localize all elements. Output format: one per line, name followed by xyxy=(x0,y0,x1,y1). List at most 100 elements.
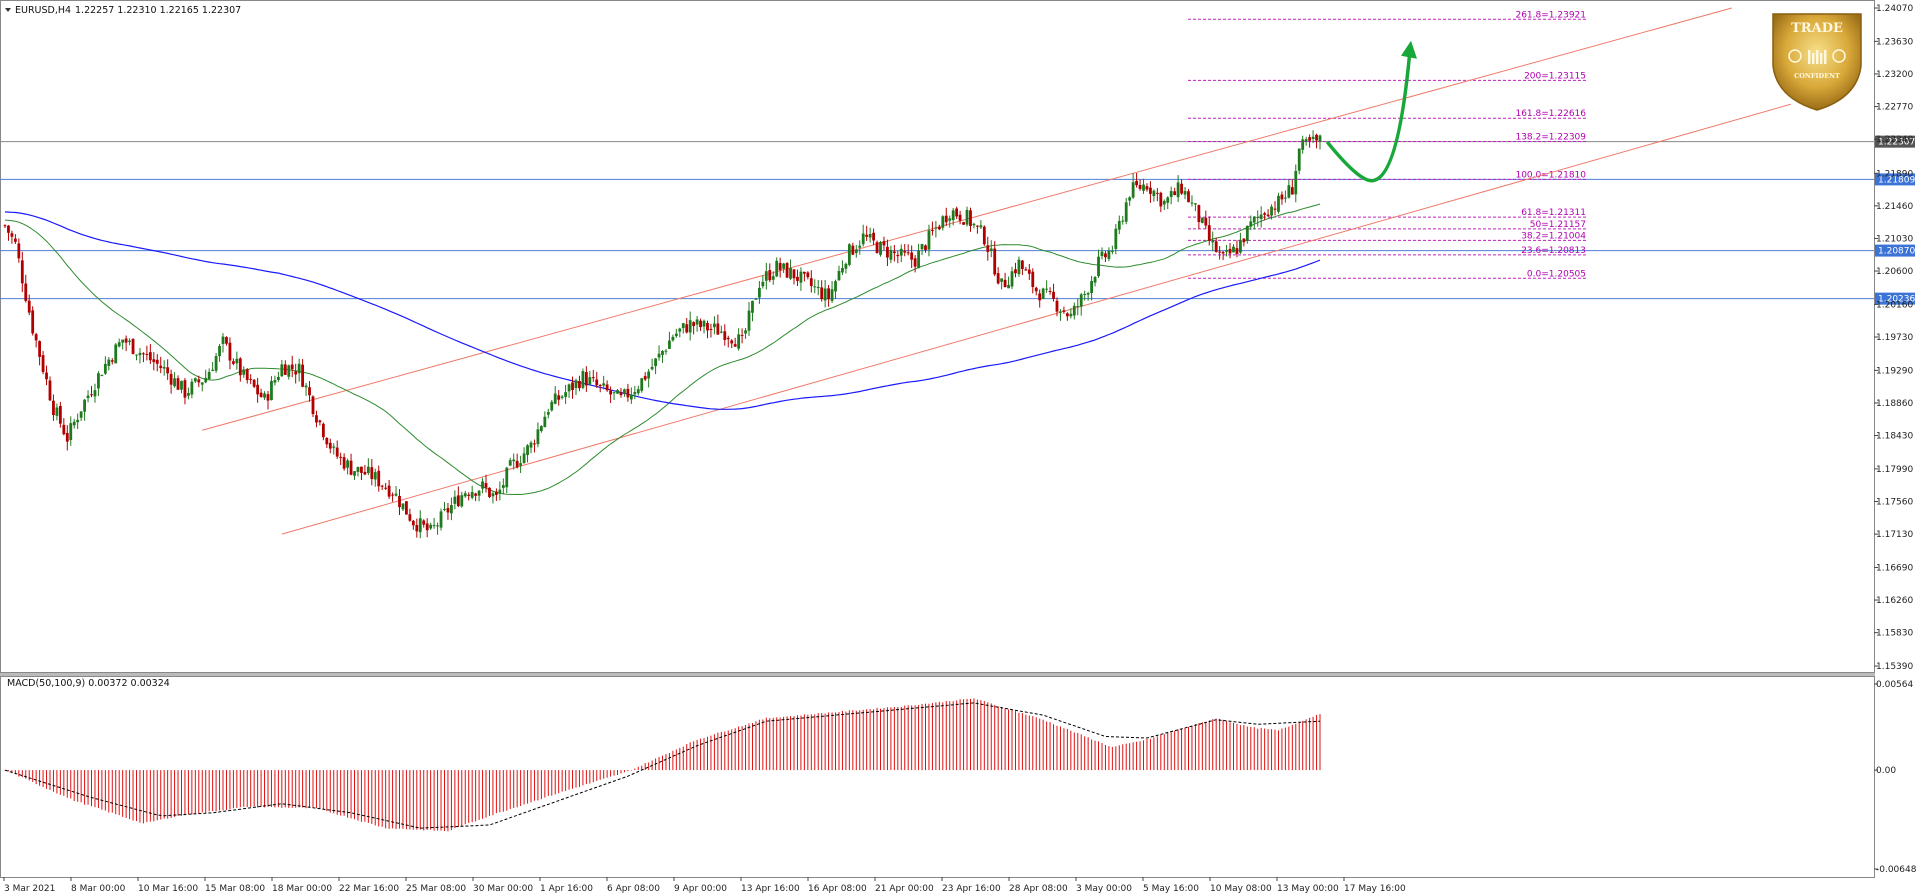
candle-bull xyxy=(128,340,131,342)
candle-bear xyxy=(716,323,720,335)
panel-divider xyxy=(0,673,1875,676)
candle-bull xyxy=(273,380,277,383)
candle-bear xyxy=(969,210,972,227)
candle-bear xyxy=(1052,291,1055,299)
candle-bull xyxy=(280,364,284,377)
candle-bull xyxy=(751,300,754,313)
candle-bull xyxy=(1128,197,1132,201)
candle-bear xyxy=(391,494,394,496)
candle-bull xyxy=(972,223,976,226)
candle-bull xyxy=(366,466,370,474)
candle-bull xyxy=(498,489,502,494)
price-tick-label: 1.18860 xyxy=(1876,399,1913,409)
candle-bull xyxy=(1093,277,1097,283)
fib-level-label: 261.8=1.23921 xyxy=(1515,10,1586,20)
candle-bull xyxy=(1124,202,1128,222)
candle-bull xyxy=(1083,293,1087,295)
candle-bull xyxy=(519,463,523,466)
candle-bull xyxy=(782,263,786,269)
candle-bull xyxy=(713,323,716,328)
time-tick-label: 3 May 00:00 xyxy=(1076,884,1132,894)
candle-bear xyxy=(1242,238,1246,243)
candle-bull xyxy=(719,331,723,333)
candle-bear xyxy=(238,358,242,376)
candle-bull xyxy=(681,323,685,329)
time-tick-label: 28 Apr 08:00 xyxy=(1009,884,1068,894)
candle-bull xyxy=(512,459,516,462)
candle-bull xyxy=(1200,217,1204,223)
candle-bull xyxy=(899,248,903,256)
candle-bull xyxy=(816,286,820,289)
candle-bear xyxy=(34,334,38,341)
candle-bull xyxy=(629,394,633,400)
candle-bull xyxy=(1041,288,1045,299)
main-plot-border xyxy=(0,0,1875,673)
candle-bull xyxy=(1007,284,1010,289)
candle-bull xyxy=(242,369,246,375)
candle-bull xyxy=(581,371,585,388)
candle-bear xyxy=(643,376,647,380)
price-tick-label: 1.15830 xyxy=(1876,629,1913,639)
candle-bear xyxy=(422,520,426,525)
candle-bear xyxy=(58,405,62,424)
candle-bear xyxy=(318,420,322,423)
candle-bear xyxy=(10,233,14,237)
candle-bull xyxy=(429,524,433,529)
price-level-tag xyxy=(1875,135,1915,148)
candle-bull xyxy=(263,393,266,398)
fib-level-label: 38.2=1.21004 xyxy=(1521,231,1586,241)
candle-bull xyxy=(114,344,118,364)
candle-bear xyxy=(425,523,429,531)
candle-bull xyxy=(1000,278,1004,282)
candle-bear xyxy=(796,276,799,281)
candle-bull xyxy=(173,378,176,387)
candle-bull xyxy=(135,354,138,356)
time-tick-label: 18 Mar 00:00 xyxy=(272,884,332,894)
price-tick-label: 1.22340 xyxy=(1876,135,1913,145)
candle-bear xyxy=(349,460,353,475)
candle-bear xyxy=(740,334,744,336)
logo-bar xyxy=(1812,53,1815,64)
candle-bull xyxy=(636,389,640,394)
candle-bear xyxy=(62,424,66,435)
candle-bear xyxy=(1003,279,1007,287)
candle-bear xyxy=(1149,187,1152,194)
candle-bear xyxy=(1273,208,1277,210)
candle-bull xyxy=(917,250,920,269)
candle-bull xyxy=(100,375,104,377)
candle-bull xyxy=(737,334,741,349)
moving-averages xyxy=(4,203,1321,496)
candle-bear xyxy=(283,364,287,375)
candle-bull xyxy=(418,518,422,533)
candle-bull xyxy=(989,248,993,251)
candle-bear xyxy=(1207,225,1211,241)
candle-bear xyxy=(1235,248,1239,254)
candle-bear xyxy=(183,380,187,398)
candle-bull xyxy=(522,453,526,463)
candle-bear xyxy=(1024,269,1028,271)
triangle-down-icon[interactable] xyxy=(5,8,11,12)
candle-bull xyxy=(121,339,125,343)
candle-bear xyxy=(415,525,419,532)
candle-bear xyxy=(982,226,986,245)
candle-bull xyxy=(775,260,779,277)
logo-emblem-right xyxy=(1832,49,1846,63)
candle-bear xyxy=(474,493,478,496)
candle-bull xyxy=(287,365,291,377)
candle-bull xyxy=(633,392,637,395)
macd-signal-line xyxy=(4,702,1321,829)
candle-bear xyxy=(913,258,917,267)
fib-level-label: 23.6=1.20813 xyxy=(1521,246,1586,256)
candle-bear xyxy=(768,270,772,281)
time-tick-label: 10 May 08:00 xyxy=(1210,884,1272,894)
candle-bear xyxy=(1228,248,1232,254)
candle-bear xyxy=(944,215,948,223)
candle-bull xyxy=(436,525,439,527)
candle-bull xyxy=(180,380,183,390)
candle-bear xyxy=(906,252,910,254)
candle-bear xyxy=(1104,253,1107,258)
candle-bear xyxy=(591,377,595,379)
candle-bear xyxy=(110,360,114,362)
candle-bull xyxy=(1169,191,1173,197)
